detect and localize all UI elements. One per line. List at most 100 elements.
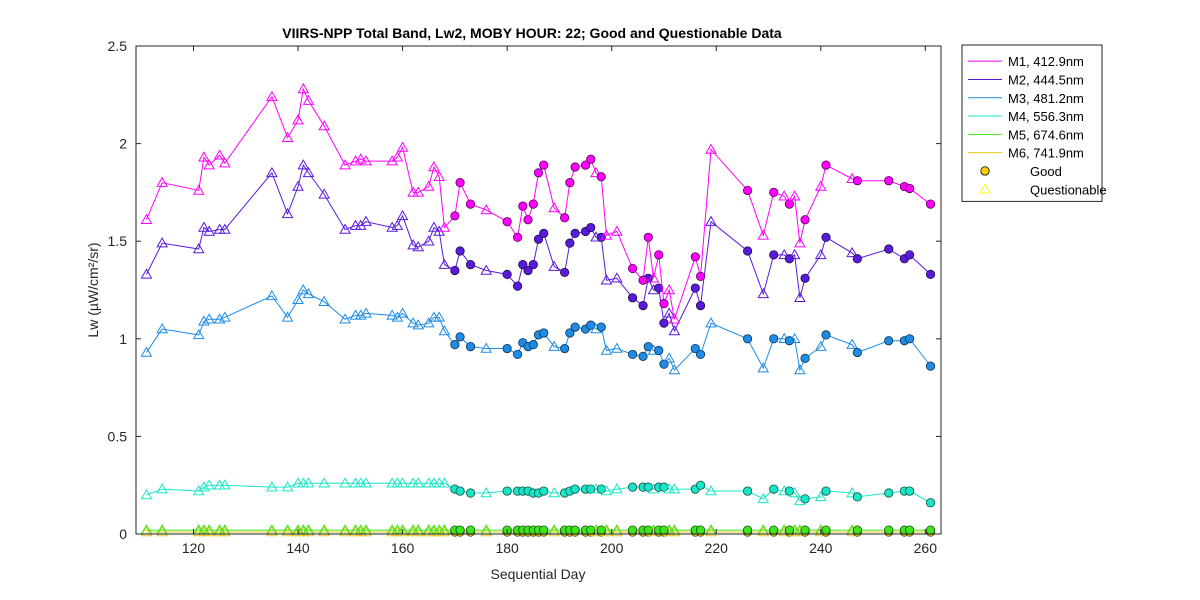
good-point [627, 482, 638, 492]
x-tick-label: 220 [705, 540, 729, 556]
questionable-point [778, 248, 791, 260]
questionable-point [203, 479, 216, 490]
questionable-point [412, 319, 425, 330]
good-point [627, 263, 638, 274]
chart-title: VIIRS-NPP Total Band, Lw2, MOBY HOUR: 22… [282, 25, 782, 41]
questionable-point [480, 342, 493, 353]
questionable-point [140, 268, 153, 279]
questionable-point [846, 338, 858, 349]
x-axis-label: Sequential Day [491, 566, 586, 582]
questionable-point [213, 313, 226, 324]
questionable-point [788, 332, 801, 344]
questionable-point [219, 223, 231, 234]
good-point [465, 260, 476, 270]
legend-entry: M2, 444.5nm [968, 72, 1084, 87]
questionable-point [600, 229, 613, 240]
questionable-point [281, 311, 294, 322]
good-point [695, 301, 706, 311]
good-point [654, 345, 664, 356]
legend: M1, 412.9nm M2, 444.5nm M3, 481.2nm M4, 556… [961, 44, 1107, 202]
good-point [528, 340, 538, 350]
questionable-point [757, 287, 770, 299]
questionable-point [438, 324, 451, 336]
questionable-point [548, 340, 561, 351]
questionable-point [281, 526, 294, 537]
questionable-point [663, 352, 676, 363]
good-point [852, 492, 862, 502]
plot-background [136, 46, 941, 534]
questionable-point [396, 209, 409, 221]
good-point [565, 238, 575, 248]
questionable-point [140, 488, 153, 500]
good-point [627, 293, 638, 303]
series-line [145, 87, 931, 320]
y-tick-label: 1 [119, 331, 127, 347]
good-point [905, 334, 915, 344]
questionable-point [339, 223, 351, 234]
questionable-point [412, 186, 425, 197]
questionable-point [360, 307, 372, 318]
good-point [742, 525, 753, 535]
good-point [523, 265, 533, 276]
good-point [450, 265, 460, 276]
questionable-point [156, 483, 168, 494]
good-point [570, 228, 580, 238]
good-point [800, 353, 810, 363]
questionable-point [600, 274, 613, 285]
good-point [769, 334, 779, 344]
questionable-point [318, 526, 331, 537]
questionable-point [203, 526, 216, 537]
questionable-point [302, 477, 315, 488]
good-point [695, 480, 706, 490]
good-point [690, 283, 700, 293]
questionable-point [422, 180, 435, 191]
questionable-point [354, 153, 367, 164]
legend-entry: Good [980, 164, 1062, 179]
questionable-point [219, 479, 231, 490]
good-point [769, 187, 779, 197]
good-point [821, 330, 831, 340]
good-point [905, 486, 915, 496]
questionable-point [266, 166, 278, 178]
good-point [465, 199, 476, 209]
questionable-point [360, 477, 372, 488]
good-point [539, 228, 549, 238]
questionable-point [548, 487, 561, 498]
good-point [638, 275, 648, 285]
questionable-point [192, 184, 205, 195]
questionable-point [705, 215, 717, 226]
questionable-point [433, 311, 446, 322]
questionable-point [156, 526, 168, 537]
x-tick-label: 240 [809, 540, 833, 556]
legend-label: M5, 674.6nm [1008, 127, 1084, 142]
questionable-point [600, 344, 613, 355]
good-point [821, 486, 831, 496]
good-point [852, 347, 862, 358]
questionable-point [318, 188, 331, 199]
questionable-point [480, 487, 493, 498]
legend-entry: M5, 674.6nm [968, 127, 1084, 142]
y-tick-label: 2 [119, 136, 127, 152]
good-point [905, 250, 915, 260]
legend-label: M4, 556.3nm [1008, 109, 1084, 124]
questionable-point [412, 526, 425, 537]
legend-label: M3, 481.2nm [1008, 91, 1084, 106]
questionable-point [219, 526, 231, 537]
questionable-point [668, 324, 681, 336]
questionable-point [705, 143, 717, 154]
x-tick-label: 160 [391, 540, 415, 556]
series-line [146, 289, 931, 372]
good-point [502, 217, 512, 227]
questionable-point [339, 313, 351, 324]
questionable-point [140, 346, 153, 357]
questionable-point [548, 260, 561, 271]
good-point [528, 199, 538, 209]
questionable-point [814, 340, 827, 351]
good-point [570, 322, 580, 332]
questionable-point [846, 487, 858, 498]
questionable-point [386, 221, 398, 232]
questionable-point [705, 485, 717, 496]
good-point [502, 486, 512, 496]
questionable-point [422, 317, 435, 328]
good-point [450, 340, 460, 350]
